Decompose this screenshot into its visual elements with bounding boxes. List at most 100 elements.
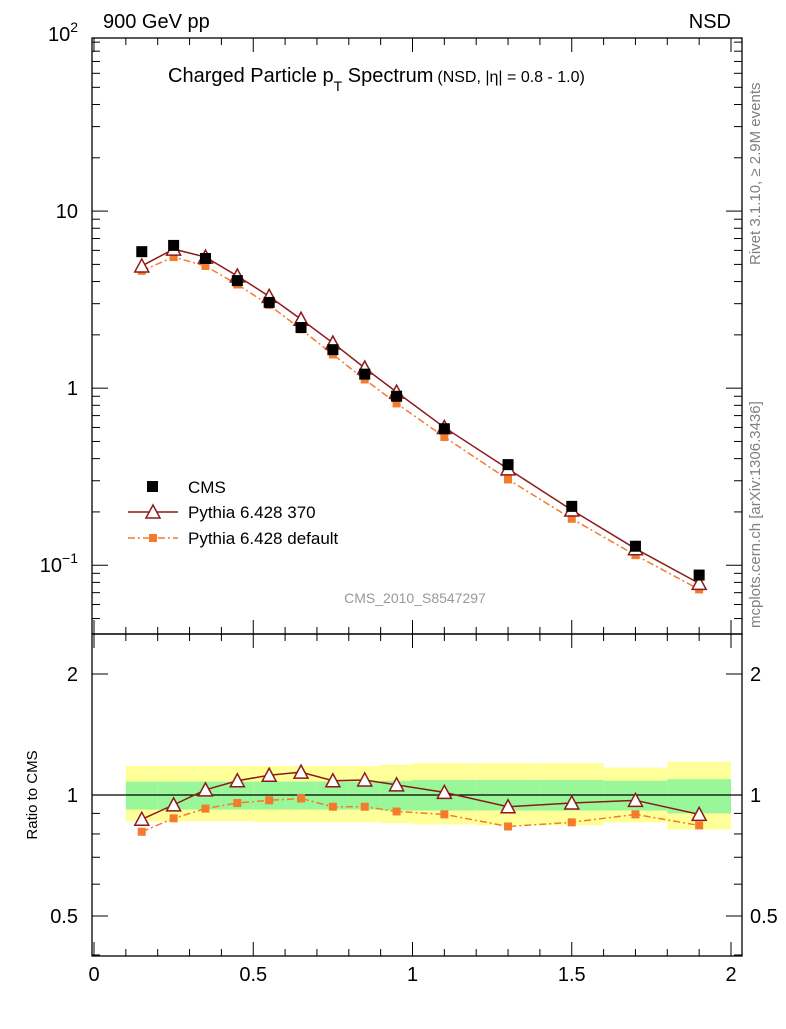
legend-pythia-370-marker xyxy=(144,503,162,519)
source-label: mcplots.cern.ch [arXiv:1306.3436] xyxy=(747,401,764,628)
pythia-default-point xyxy=(631,810,640,819)
pythia-370-point xyxy=(197,781,214,797)
cms-data-point xyxy=(566,500,578,512)
legend-label-cms: CMS xyxy=(188,478,226,497)
pythia-default-point xyxy=(504,475,513,484)
rivet-version-label: Rivet 3.1.10, ≥ 2.9M events xyxy=(747,83,764,266)
pythia-default-point xyxy=(504,822,513,831)
pythia-default-point xyxy=(265,796,274,805)
pythia-370-point xyxy=(436,783,453,800)
pythia-default-point xyxy=(392,807,401,816)
ratio-series xyxy=(133,763,708,836)
ratio-axis-ticks xyxy=(92,634,742,956)
header-right: NSD xyxy=(689,11,731,33)
pythia-default-point xyxy=(440,810,449,819)
pythia-default-point xyxy=(360,802,369,811)
spectrum-axis-ticks xyxy=(92,38,742,634)
pythia-370-point xyxy=(690,574,708,591)
chart-title-extra: (NSD, |η| = 0.8 - 1.0) xyxy=(437,69,584,86)
cms-data-point xyxy=(438,423,450,435)
series-line-pythia-6.428-370 xyxy=(141,771,700,820)
ratio-y-tick-label-right: 2 xyxy=(750,664,761,686)
pythia-default-point xyxy=(169,253,178,262)
chart-title-subscript: T xyxy=(334,78,343,94)
pythia-370-point xyxy=(499,798,517,814)
ratio-y-axis-label: Ratio to CMS xyxy=(24,750,41,839)
cms-data-point xyxy=(391,390,403,402)
legend-entry-cms: CMS xyxy=(147,478,226,497)
y-tick-label: 10 xyxy=(56,201,78,223)
spectrum-y-tick-labels: 102 10 1 10−1 xyxy=(40,19,78,577)
ratio-y-tick-label-left: 0.5 xyxy=(50,906,78,928)
cms-data-point xyxy=(199,252,211,264)
pythia-default-point xyxy=(567,818,576,827)
pythia-default-point xyxy=(169,814,178,823)
x-tick-label: 1 xyxy=(407,964,418,986)
pythia-370-point xyxy=(292,763,310,779)
spectrum-series xyxy=(133,239,708,594)
cms-data-point xyxy=(327,344,339,356)
pythia-default-point xyxy=(695,821,704,830)
pythia-default-point xyxy=(440,432,449,441)
x-tick-label: 0 xyxy=(88,964,99,986)
y-tick-label: 102 xyxy=(48,19,78,46)
legend-cms-marker xyxy=(147,481,158,492)
chart-title-main: Charged Particle p xyxy=(168,65,334,87)
pythia-370-point xyxy=(690,805,708,822)
cms-data-point xyxy=(231,275,243,287)
pythia-370-point xyxy=(229,772,246,788)
pythia-default-point xyxy=(297,794,306,803)
x-tick-labels: 0 0.5 1 1.5 2 xyxy=(88,964,736,986)
series-line-pythia-6.428-default xyxy=(141,256,700,591)
cms-data-point xyxy=(168,239,180,251)
ratio-y-tick-label-right: 1 xyxy=(750,785,761,807)
ratio-y-tick-label-left: 1 xyxy=(67,785,78,807)
legend-pythia-default-marker xyxy=(149,534,157,542)
pythia-370-point xyxy=(324,772,342,788)
cms-data-point xyxy=(502,459,514,471)
legend-entry-pythia-default: Pythia 6.428 default xyxy=(128,529,339,548)
series-line-pythia-6.428-default xyxy=(141,797,700,833)
pythia-370-point xyxy=(165,796,182,812)
pythia-default-point xyxy=(201,261,210,270)
legend-label-pythia-default: Pythia 6.428 default xyxy=(188,529,339,548)
pythia-370-point xyxy=(627,791,644,808)
cms-data-point xyxy=(295,322,307,334)
x-tick-label: 0.5 xyxy=(239,964,267,986)
pythia-default-point xyxy=(201,804,210,813)
pythia-default-point xyxy=(567,514,576,523)
pythia-default-point xyxy=(233,799,242,808)
ratio-panel: 0.5 0.5 1 1 2 2 0 0.5 1 1.5 2 Ratio to CMS xyxy=(24,633,778,986)
spectrum-panel: 102 10 1 10−1 Charged Particle pT Spectrum(… xyxy=(40,19,743,635)
analysis-watermark: CMS_2010_S8547297 xyxy=(344,590,486,606)
y-tick-label: 10−1 xyxy=(40,550,78,577)
x-tick-label: 2 xyxy=(725,964,736,986)
pythia-default-point xyxy=(137,827,146,836)
cms-data-point xyxy=(629,540,641,552)
ratio-y-tick-labels: 0.5 0.5 1 1 2 2 xyxy=(50,664,778,928)
x-tick-label: 1.5 xyxy=(558,964,586,986)
legend-label-pythia-370: Pythia 6.428 370 xyxy=(188,503,316,522)
pythia-default-point xyxy=(392,399,401,408)
pythia-370-point xyxy=(133,257,151,273)
cms-data-point xyxy=(693,569,705,581)
pythia-default-point xyxy=(328,802,337,811)
y-tick-label: 1 xyxy=(67,378,78,400)
pythia-370-point xyxy=(133,810,151,827)
legend: CMS Pythia 6.428 370 Pythia 6.428 defaul… xyxy=(128,478,339,548)
pythia-370-point xyxy=(563,794,581,810)
pythia-370-point xyxy=(388,776,405,792)
ratio-uncertainty-bands xyxy=(125,761,731,830)
header-left: 900 GeV pp xyxy=(103,11,210,33)
pythia-370-point xyxy=(356,771,373,787)
cms-data-point xyxy=(359,368,371,380)
chart-title-main2: Spectrum xyxy=(342,65,433,87)
ratio-y-tick-label-left: 2 xyxy=(67,664,78,686)
ratio-y-tick-label-right: 0.5 xyxy=(750,906,778,928)
chart-title: Charged Particle pT Spectrum (NSD, |η| = … xyxy=(168,65,585,94)
cms-data-point xyxy=(136,246,148,258)
cms-data-point xyxy=(263,296,275,308)
pythia-370-point xyxy=(260,766,278,782)
legend-entry-pythia-370: Pythia 6.428 370 xyxy=(128,503,316,522)
